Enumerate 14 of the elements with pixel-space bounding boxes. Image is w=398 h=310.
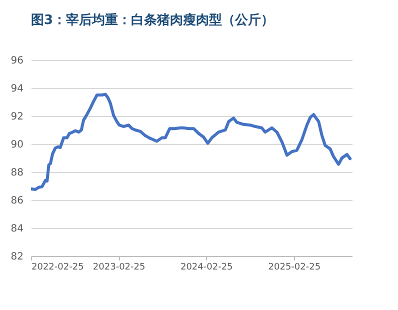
y-tick-label: 86	[10, 196, 24, 206]
y-tick-label: 94	[10, 84, 24, 94]
x-tick-label: 2025-02-25	[268, 262, 321, 272]
x-tick-label: 2023-02-25	[92, 262, 146, 272]
chart-title: 图3：宰后均重：白条猪肉瘦肉型（公斤）	[31, 12, 274, 28]
y-tick-label: 84	[10, 224, 24, 234]
x-tick-label: 2022-02-25	[32, 262, 84, 272]
y-tick-label: 88	[10, 168, 24, 178]
line-series	[31, 92, 352, 191]
y-tick-label: 90	[10, 140, 24, 150]
y-tick-label: 92	[10, 112, 24, 122]
y-tick-label: 96	[10, 56, 24, 66]
y-tick-label: 82	[10, 252, 24, 262]
x-tick-label: 2024-02-25	[180, 262, 233, 272]
